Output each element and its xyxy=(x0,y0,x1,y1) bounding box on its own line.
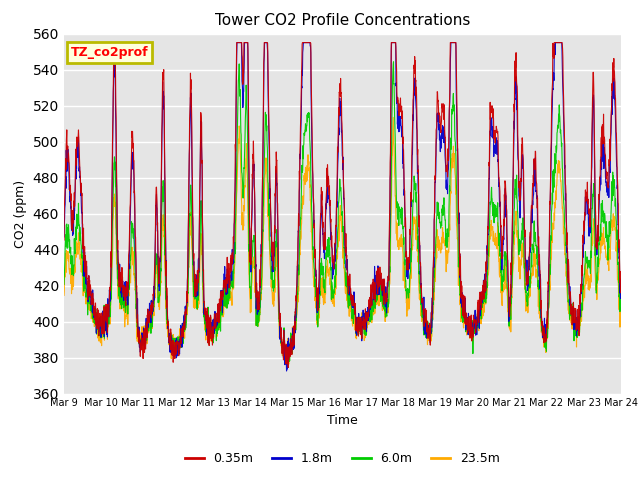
Title: Tower CO2 Profile Concentrations: Tower CO2 Profile Concentrations xyxy=(214,13,470,28)
Text: TZ_co2prof: TZ_co2prof xyxy=(70,46,148,59)
X-axis label: Time: Time xyxy=(327,414,358,427)
Y-axis label: CO2 (ppm): CO2 (ppm) xyxy=(14,180,28,248)
Legend: 0.35m, 1.8m, 6.0m, 23.5m: 0.35m, 1.8m, 6.0m, 23.5m xyxy=(180,447,505,470)
